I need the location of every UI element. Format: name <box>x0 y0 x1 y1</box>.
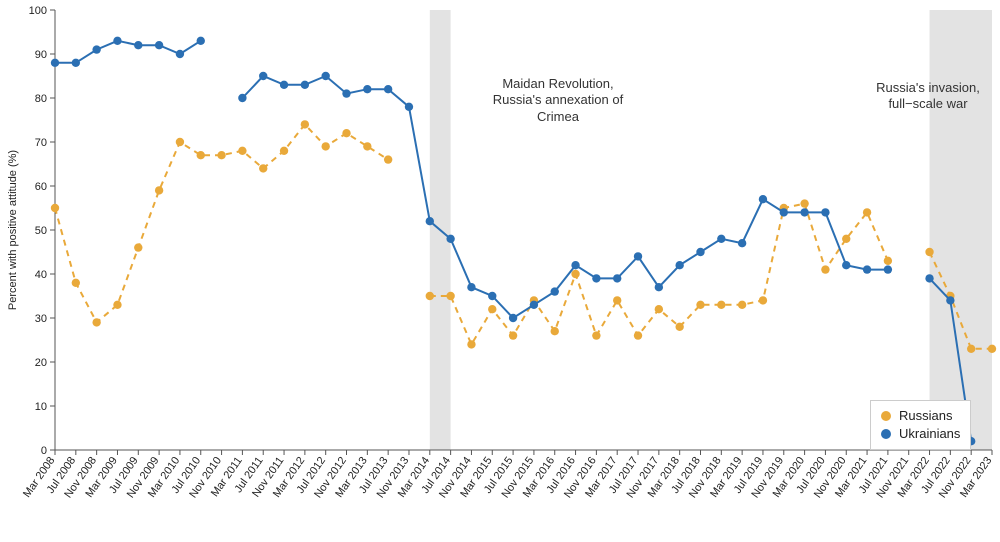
svg-text:30: 30 <box>35 313 47 325</box>
annotation-invasion: Russia's invasion, full−scale war <box>858 80 998 113</box>
svg-text:80: 80 <box>35 93 47 105</box>
svg-text:60: 60 <box>35 181 47 193</box>
svg-text:50: 50 <box>35 225 47 237</box>
legend-dot-ukrainians <box>881 429 891 439</box>
annotation-maidan: Maidan Revolution, Russia's annexation o… <box>473 76 643 125</box>
legend-item-russians: Russians <box>881 407 960 425</box>
svg-text:0: 0 <box>41 445 47 457</box>
svg-text:90: 90 <box>35 49 47 61</box>
line-chart: 0 10 20 30 40 50 60 70 80 90 100 Percent with posit… <box>0 0 1000 542</box>
svg-text:70: 70 <box>35 137 47 149</box>
svg-text:Percent with positive attitude: Percent with positive attitude (%) <box>7 150 19 310</box>
svg-text:40: 40 <box>35 269 47 281</box>
legend-dot-russians <box>881 411 891 421</box>
legend: Russians Ukrainians <box>870 400 971 450</box>
legend-label-ukrainians: Ukrainians <box>899 425 960 443</box>
svg-text:10: 10 <box>35 401 47 413</box>
legend-label-russians: Russians <box>899 407 952 425</box>
svg-text:20: 20 <box>35 357 47 369</box>
svg-text:100: 100 <box>29 5 47 17</box>
legend-item-ukrainians: Ukrainians <box>881 425 960 443</box>
